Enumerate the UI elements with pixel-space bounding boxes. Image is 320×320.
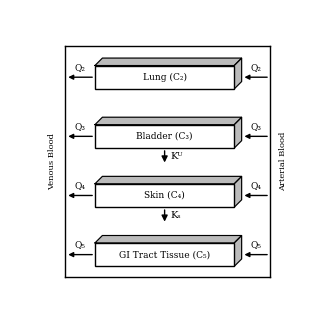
Text: Q₃: Q₃ bbox=[75, 122, 86, 131]
Polygon shape bbox=[234, 236, 242, 266]
Text: Venous Blood: Venous Blood bbox=[48, 133, 56, 190]
Bar bbox=[95, 124, 234, 148]
Polygon shape bbox=[95, 236, 242, 243]
Text: Lung (C₂): Lung (C₂) bbox=[143, 73, 187, 82]
Text: Arterial Blood: Arterial Blood bbox=[279, 132, 287, 191]
Text: Q₄: Q₄ bbox=[250, 181, 261, 190]
Polygon shape bbox=[95, 58, 242, 66]
Text: Q₅: Q₅ bbox=[250, 240, 261, 249]
Text: Q₂: Q₂ bbox=[250, 63, 261, 72]
Bar bbox=[95, 243, 234, 266]
Text: GI Tract Tissue (C₅): GI Tract Tissue (C₅) bbox=[119, 250, 210, 259]
Polygon shape bbox=[234, 58, 242, 89]
Text: Kᵁ: Kᵁ bbox=[171, 152, 183, 161]
Polygon shape bbox=[95, 117, 242, 124]
Text: Bladder (C₃): Bladder (C₃) bbox=[136, 132, 193, 141]
Bar bbox=[95, 184, 234, 207]
Bar bbox=[95, 66, 234, 89]
Text: Q₅: Q₅ bbox=[75, 240, 86, 249]
Text: Kₛ: Kₛ bbox=[171, 211, 181, 220]
Text: Q₃: Q₃ bbox=[250, 122, 261, 131]
Text: Skin (C₄): Skin (C₄) bbox=[144, 191, 185, 200]
Polygon shape bbox=[95, 176, 242, 184]
Text: Q₄: Q₄ bbox=[75, 181, 86, 190]
Polygon shape bbox=[234, 117, 242, 148]
Polygon shape bbox=[234, 176, 242, 207]
Text: Q₂: Q₂ bbox=[75, 63, 86, 72]
